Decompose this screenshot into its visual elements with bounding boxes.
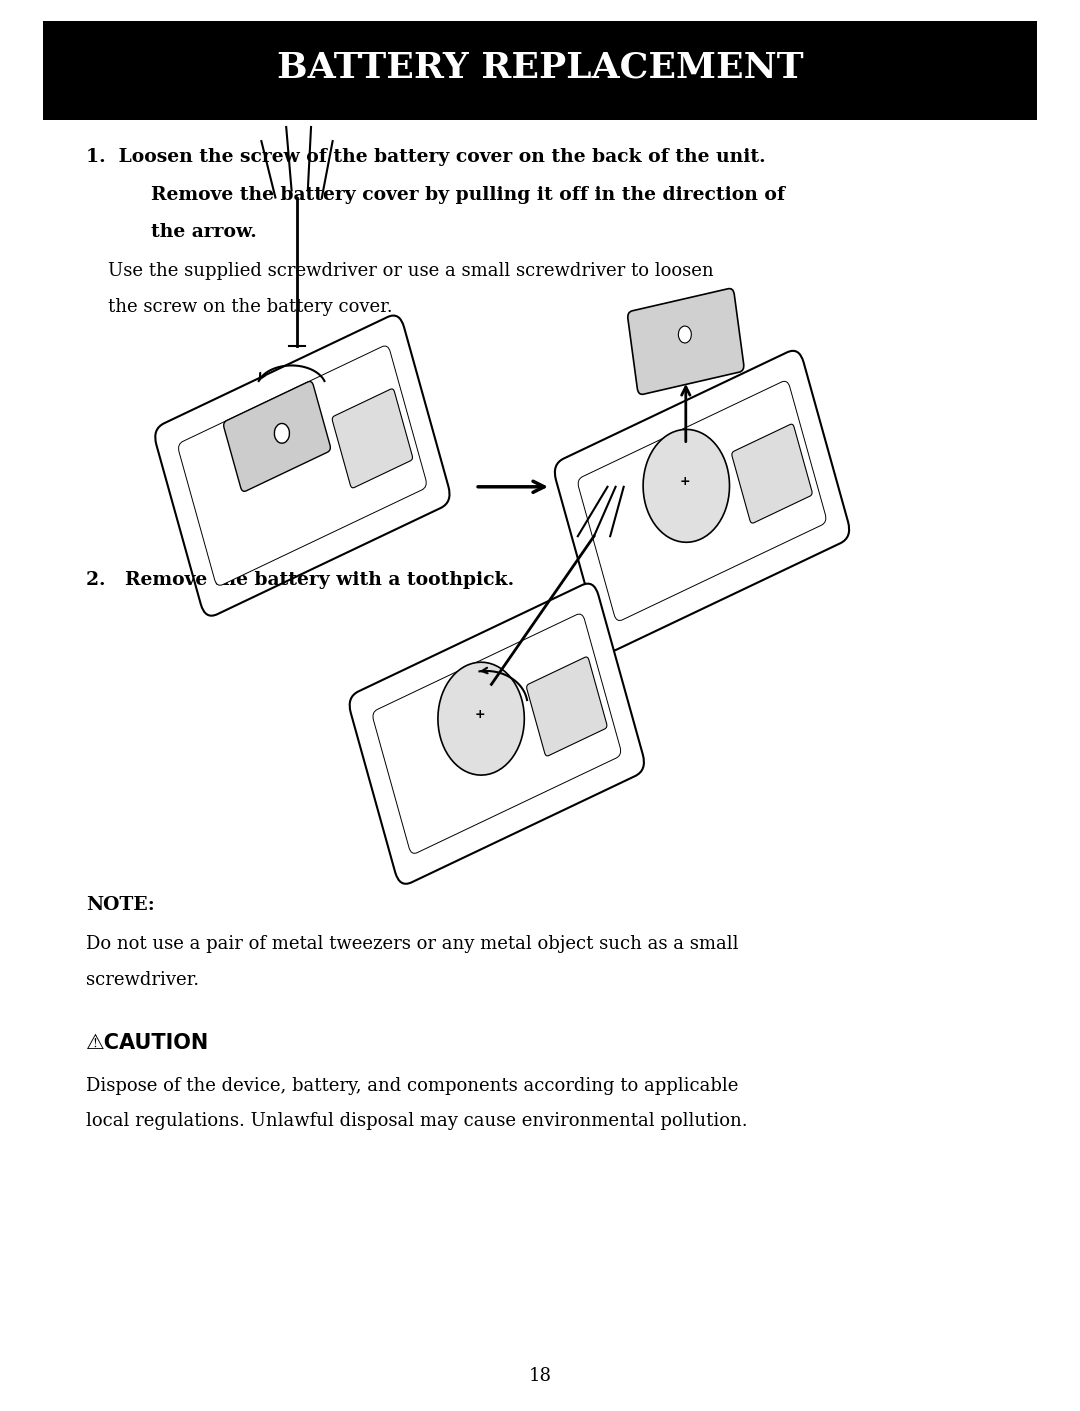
Circle shape xyxy=(678,326,691,343)
FancyBboxPatch shape xyxy=(156,316,449,615)
FancyBboxPatch shape xyxy=(224,381,330,491)
FancyBboxPatch shape xyxy=(578,381,826,621)
Text: Do not use a pair of metal tweezers or any metal object such as a small: Do not use a pair of metal tweezers or a… xyxy=(86,935,739,954)
Text: ⚠CAUTION: ⚠CAUTION xyxy=(86,1033,210,1053)
Text: 1.  Loosen the screw of the battery cover on the back of the unit.: 1. Loosen the screw of the battery cover… xyxy=(86,148,766,166)
Text: the arrow.: the arrow. xyxy=(151,223,257,241)
Text: local regulations. Unlawful disposal may cause environmental pollution.: local regulations. Unlawful disposal may… xyxy=(86,1112,748,1130)
FancyBboxPatch shape xyxy=(178,346,427,586)
Text: Dispose of the device, battery, and components according to applicable: Dispose of the device, battery, and comp… xyxy=(86,1077,739,1095)
FancyBboxPatch shape xyxy=(373,614,621,854)
FancyBboxPatch shape xyxy=(555,351,849,650)
FancyBboxPatch shape xyxy=(43,21,1037,120)
Circle shape xyxy=(643,429,729,542)
Text: 18: 18 xyxy=(528,1367,552,1384)
Text: screwdriver.: screwdriver. xyxy=(86,971,200,989)
Text: +: + xyxy=(680,476,690,488)
FancyBboxPatch shape xyxy=(350,584,644,883)
Text: the screw on the battery cover.: the screw on the battery cover. xyxy=(108,298,393,316)
FancyBboxPatch shape xyxy=(333,389,413,488)
Text: Use the supplied screwdriver or use a small screwdriver to loosen: Use the supplied screwdriver or use a sm… xyxy=(108,262,714,281)
Circle shape xyxy=(274,423,289,443)
FancyBboxPatch shape xyxy=(627,289,744,394)
FancyBboxPatch shape xyxy=(527,658,607,756)
FancyBboxPatch shape xyxy=(732,425,812,523)
Text: BATTERY REPLACEMENT: BATTERY REPLACEMENT xyxy=(276,51,804,85)
Text: 2.   Remove the battery with a toothpick.: 2. Remove the battery with a toothpick. xyxy=(86,571,514,590)
Text: NOTE:: NOTE: xyxy=(86,896,156,914)
Text: +: + xyxy=(475,708,485,721)
Circle shape xyxy=(437,662,524,775)
Text: Remove the battery cover by pulling it off in the direction of: Remove the battery cover by pulling it o… xyxy=(151,186,785,205)
